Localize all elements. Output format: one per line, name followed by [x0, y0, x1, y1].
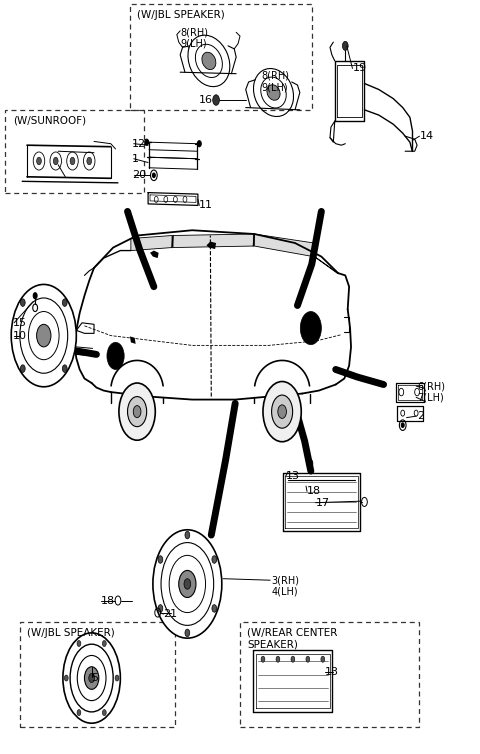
Circle shape — [272, 395, 293, 428]
Text: 21: 21 — [163, 609, 178, 619]
Circle shape — [179, 571, 196, 597]
Circle shape — [70, 158, 75, 165]
Text: 11: 11 — [199, 201, 213, 210]
Text: 20: 20 — [132, 170, 146, 180]
Circle shape — [184, 579, 191, 589]
Ellipse shape — [267, 84, 280, 100]
Polygon shape — [150, 250, 158, 258]
Polygon shape — [130, 336, 136, 344]
Circle shape — [11, 284, 76, 387]
Circle shape — [185, 629, 190, 636]
Text: 9(LH): 9(LH) — [262, 82, 288, 92]
Circle shape — [197, 141, 201, 147]
Text: 13: 13 — [325, 667, 339, 677]
Text: 18: 18 — [101, 596, 115, 605]
Circle shape — [62, 365, 67, 372]
Polygon shape — [131, 235, 172, 250]
Circle shape — [115, 675, 119, 681]
Text: 6(RH): 6(RH) — [417, 381, 445, 391]
Circle shape — [33, 293, 37, 299]
Text: 19: 19 — [352, 63, 367, 73]
Circle shape — [20, 299, 25, 306]
Circle shape — [321, 656, 324, 662]
Circle shape — [276, 656, 280, 662]
Circle shape — [102, 710, 106, 716]
Circle shape — [36, 324, 51, 347]
Circle shape — [278, 405, 287, 418]
Circle shape — [145, 139, 149, 146]
Polygon shape — [254, 234, 314, 256]
Circle shape — [107, 342, 124, 369]
Circle shape — [212, 605, 216, 612]
Circle shape — [291, 656, 295, 662]
Text: (W/JBL SPEAKER): (W/JBL SPEAKER) — [27, 627, 115, 638]
Circle shape — [102, 640, 106, 646]
Text: (W/SUNROOF): (W/SUNROOF) — [12, 116, 86, 126]
Text: 14: 14 — [420, 131, 433, 141]
Circle shape — [119, 383, 156, 440]
Circle shape — [63, 633, 120, 723]
Circle shape — [77, 710, 81, 716]
Text: 8(RH): 8(RH) — [262, 71, 289, 81]
Circle shape — [213, 95, 219, 106]
Text: 12: 12 — [132, 139, 146, 149]
Circle shape — [62, 299, 67, 306]
Text: 17: 17 — [316, 498, 330, 507]
Circle shape — [153, 173, 156, 177]
Bar — [20, 621, 175, 727]
Circle shape — [87, 158, 92, 165]
Polygon shape — [206, 241, 216, 249]
Text: 7(LH): 7(LH) — [417, 392, 444, 403]
Text: 1: 1 — [132, 154, 139, 164]
Text: 8(RH): 8(RH) — [180, 27, 208, 37]
Circle shape — [77, 640, 81, 646]
Text: (W/REAR CENTER
SPEAKER): (W/REAR CENTER SPEAKER) — [247, 627, 337, 649]
Circle shape — [158, 556, 163, 563]
Circle shape — [212, 556, 216, 563]
Polygon shape — [173, 234, 253, 247]
Circle shape — [89, 673, 95, 682]
Circle shape — [36, 158, 41, 165]
Text: 10: 10 — [12, 330, 27, 341]
Circle shape — [20, 365, 25, 372]
Text: 15: 15 — [12, 318, 27, 328]
Text: 18: 18 — [307, 486, 321, 496]
Polygon shape — [314, 256, 338, 273]
Ellipse shape — [202, 52, 216, 69]
Text: (W/JBL SPEAKER): (W/JBL SPEAKER) — [137, 11, 225, 20]
Bar — [5, 110, 144, 192]
Circle shape — [306, 656, 310, 662]
Text: 13: 13 — [286, 471, 300, 481]
Circle shape — [342, 41, 348, 51]
Circle shape — [401, 423, 404, 428]
Circle shape — [84, 667, 99, 689]
Circle shape — [300, 311, 322, 345]
Circle shape — [133, 406, 141, 418]
Text: 9(LH): 9(LH) — [180, 38, 207, 48]
Text: 3(RH): 3(RH) — [271, 575, 299, 585]
Circle shape — [185, 532, 190, 539]
Circle shape — [261, 656, 265, 662]
Bar — [240, 621, 420, 727]
Circle shape — [53, 158, 58, 165]
Text: 5: 5 — [92, 673, 98, 683]
Bar — [130, 5, 312, 110]
Circle shape — [128, 397, 147, 427]
Text: 4(LH): 4(LH) — [271, 587, 298, 596]
Text: 16: 16 — [199, 95, 213, 105]
Circle shape — [158, 605, 163, 612]
Circle shape — [64, 675, 68, 681]
Circle shape — [153, 530, 222, 638]
Circle shape — [263, 382, 301, 442]
Text: 2: 2 — [417, 411, 424, 421]
